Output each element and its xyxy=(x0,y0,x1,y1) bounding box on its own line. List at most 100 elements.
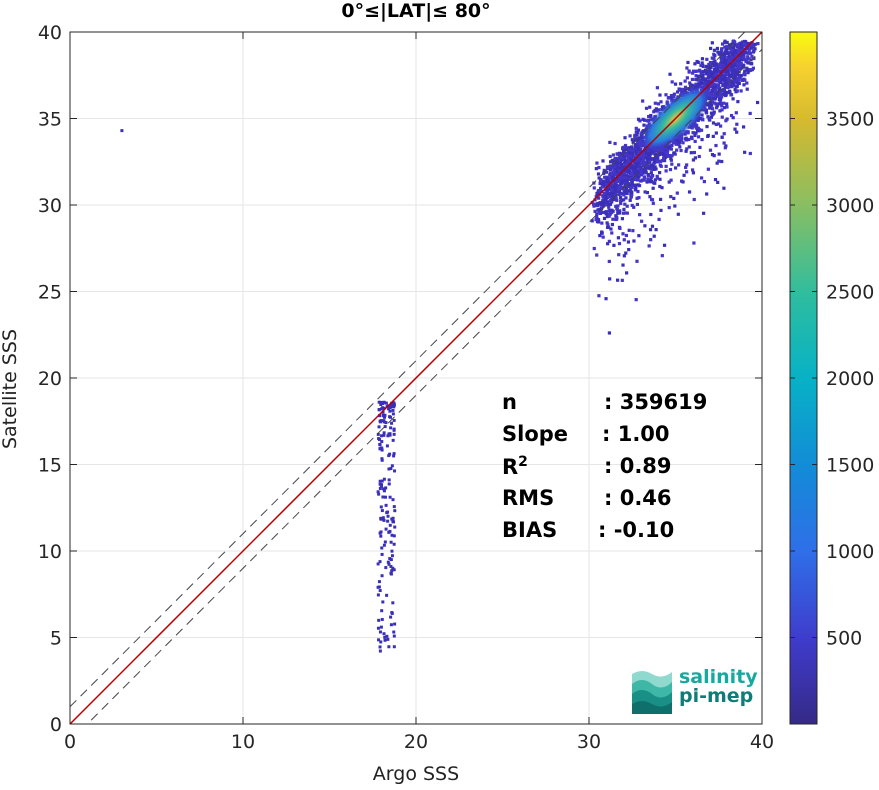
density-cell xyxy=(627,228,631,232)
density-cell xyxy=(635,169,640,173)
density-cell xyxy=(614,167,618,171)
density-cell xyxy=(713,87,717,91)
density-cell xyxy=(637,234,641,238)
density-cell xyxy=(627,183,631,187)
density-cell xyxy=(382,543,386,547)
density-cell xyxy=(717,97,722,101)
density-cell xyxy=(649,171,653,175)
stat-label: RMS xyxy=(502,486,555,510)
density-cell xyxy=(658,171,662,175)
density-cell xyxy=(654,227,658,232)
density-cell xyxy=(635,164,639,168)
density-cell xyxy=(717,159,721,163)
density-cell xyxy=(642,153,646,158)
y-tick-label: 30 xyxy=(38,195,62,217)
density-cell xyxy=(601,180,606,184)
density-cell xyxy=(385,444,389,448)
density-cell xyxy=(650,174,654,178)
density-cell xyxy=(725,58,729,62)
density-cell xyxy=(640,152,644,156)
density-cell xyxy=(702,211,706,215)
density-cell xyxy=(668,167,673,172)
density-cell xyxy=(695,69,699,73)
density-cell xyxy=(722,57,726,61)
density-cell xyxy=(718,94,722,98)
density-cell xyxy=(378,645,382,649)
density-cell xyxy=(728,90,732,95)
density-cell xyxy=(630,138,634,142)
density-cell xyxy=(646,177,650,181)
density-cell xyxy=(597,220,601,224)
density-cell xyxy=(712,48,717,52)
density-cell xyxy=(720,58,724,62)
density-cell xyxy=(715,46,719,51)
density-cell xyxy=(723,51,727,56)
density-cell xyxy=(642,175,647,179)
density-cell xyxy=(696,78,700,82)
density-cell xyxy=(721,77,725,82)
density-cell xyxy=(622,207,626,212)
density-cell xyxy=(720,104,724,108)
density-cell xyxy=(735,122,739,126)
density-cell xyxy=(630,192,634,196)
density-cell xyxy=(720,68,724,72)
density-cell xyxy=(645,163,649,167)
density-cell xyxy=(627,247,631,252)
density-cell xyxy=(608,208,612,212)
density-cell xyxy=(376,562,380,566)
density-cell xyxy=(734,53,738,58)
density-cell xyxy=(722,132,726,136)
y-tick-label: 15 xyxy=(38,455,62,477)
density-cell xyxy=(723,39,727,43)
density-cell xyxy=(631,173,635,177)
density-cell xyxy=(694,77,698,82)
density-cell xyxy=(380,440,384,444)
density-cell xyxy=(711,134,715,138)
density-cell xyxy=(392,520,396,524)
density-cell xyxy=(659,100,663,104)
density-cell xyxy=(624,188,629,192)
density-cell xyxy=(595,215,599,219)
density-cell xyxy=(388,557,392,561)
density-cell xyxy=(628,134,632,138)
y-tick-label: 20 xyxy=(38,368,62,390)
density-cell xyxy=(720,48,724,52)
y-tick-label: 5 xyxy=(50,628,62,650)
density-cell xyxy=(676,212,680,216)
density-cell xyxy=(379,400,383,404)
density-cell xyxy=(718,91,722,95)
density-cell xyxy=(386,519,390,523)
density-cell xyxy=(734,111,738,115)
density-cell xyxy=(623,202,627,206)
density-cell xyxy=(600,221,604,225)
density-cell xyxy=(728,43,732,47)
density-cell xyxy=(724,72,728,76)
density-cell xyxy=(702,77,706,82)
density-cell xyxy=(729,93,734,97)
density-cell xyxy=(712,61,716,65)
density-cell xyxy=(632,239,636,243)
density-cell xyxy=(612,190,616,194)
density-cell xyxy=(746,41,750,46)
density-cell xyxy=(755,100,760,105)
density-cell xyxy=(605,175,610,179)
density-cell xyxy=(670,162,674,166)
density-cell xyxy=(387,645,391,649)
density-cell xyxy=(608,202,613,206)
density-cell xyxy=(673,82,678,86)
density-cell xyxy=(637,171,641,175)
density-cell xyxy=(622,150,626,154)
density-cell xyxy=(658,177,662,181)
density-cell xyxy=(743,69,747,73)
offset-line xyxy=(70,32,746,708)
density-cell xyxy=(631,229,635,233)
density-cell xyxy=(731,63,736,68)
density-cell xyxy=(667,95,671,100)
density-cell xyxy=(650,224,655,228)
density-cell xyxy=(605,178,609,182)
density-cell xyxy=(727,54,731,58)
density-cell xyxy=(635,202,640,207)
stat-label: n xyxy=(502,390,517,414)
density-cell xyxy=(380,479,384,483)
y-tick-label: 40 xyxy=(38,22,62,44)
